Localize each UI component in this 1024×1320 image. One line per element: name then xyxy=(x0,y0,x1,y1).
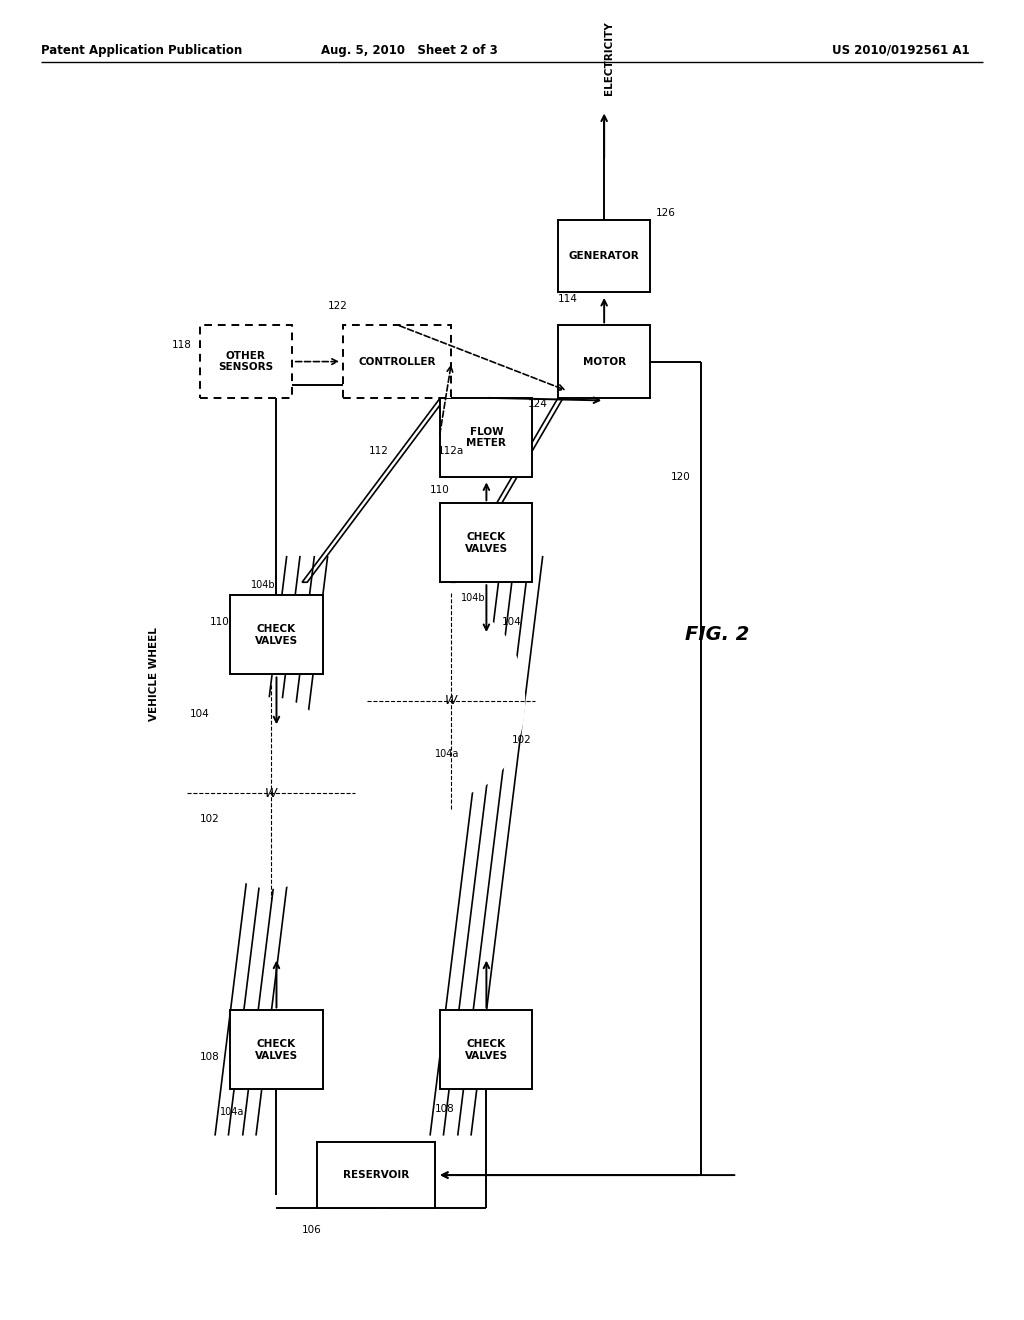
Text: Patent Application Publication: Patent Application Publication xyxy=(41,44,243,57)
Text: GENERATOR: GENERATOR xyxy=(568,251,640,261)
Text: FIG. 2: FIG. 2 xyxy=(685,626,749,644)
Text: 102: 102 xyxy=(512,735,531,746)
Bar xyxy=(200,325,292,397)
Text: 104a: 104a xyxy=(220,1107,245,1117)
Bar xyxy=(230,1010,323,1089)
Text: CONTROLLER: CONTROLLER xyxy=(358,356,435,367)
Text: 110: 110 xyxy=(430,484,450,495)
Text: 104: 104 xyxy=(502,616,521,627)
Text: MOTOR: MOTOR xyxy=(583,356,626,367)
Text: CHECK
VALVES: CHECK VALVES xyxy=(255,624,298,645)
Text: CHECK
VALVES: CHECK VALVES xyxy=(465,1039,508,1061)
Text: 112a: 112a xyxy=(438,446,465,455)
Bar xyxy=(440,397,532,477)
Text: Aug. 5, 2010   Sheet 2 of 3: Aug. 5, 2010 Sheet 2 of 3 xyxy=(322,44,498,57)
Text: 104a: 104a xyxy=(435,748,460,759)
Text: 104: 104 xyxy=(189,709,209,719)
Text: VEHICLE WHEEL: VEHICLE WHEEL xyxy=(148,627,159,722)
Bar xyxy=(343,325,451,397)
Text: 106: 106 xyxy=(302,1225,322,1236)
Text: FLOW
METER: FLOW METER xyxy=(467,426,506,449)
Text: 110: 110 xyxy=(210,616,229,627)
Bar xyxy=(230,595,323,675)
Bar xyxy=(558,325,650,397)
Text: CHECK
VALVES: CHECK VALVES xyxy=(255,1039,298,1061)
Text: US 2010/0192561 A1: US 2010/0192561 A1 xyxy=(833,44,970,57)
Text: 114: 114 xyxy=(558,294,578,304)
Circle shape xyxy=(377,606,524,796)
Text: CHECK
VALVES: CHECK VALVES xyxy=(465,532,508,553)
Text: 120: 120 xyxy=(671,471,690,482)
Text: 102: 102 xyxy=(200,814,219,825)
Text: 112: 112 xyxy=(369,446,388,455)
Text: W: W xyxy=(444,694,457,708)
Text: 118: 118 xyxy=(172,341,191,350)
Bar xyxy=(440,503,532,582)
Text: 104b: 104b xyxy=(251,579,275,590)
Text: 122: 122 xyxy=(328,301,347,310)
Text: ELECTRICITY: ELECTRICITY xyxy=(604,21,614,95)
Bar xyxy=(317,1142,435,1208)
Text: 108: 108 xyxy=(200,1052,219,1061)
Text: 108: 108 xyxy=(435,1105,455,1114)
Bar xyxy=(440,1010,532,1089)
Text: W: W xyxy=(265,787,278,800)
Text: 126: 126 xyxy=(655,209,675,218)
Text: OTHER
SENSORS: OTHER SENSORS xyxy=(218,351,273,372)
Text: 124: 124 xyxy=(527,400,547,409)
Circle shape xyxy=(198,698,345,888)
Text: 104b: 104b xyxy=(461,593,485,603)
Bar xyxy=(558,220,650,293)
Text: RESERVOIR: RESERVOIR xyxy=(343,1170,410,1180)
